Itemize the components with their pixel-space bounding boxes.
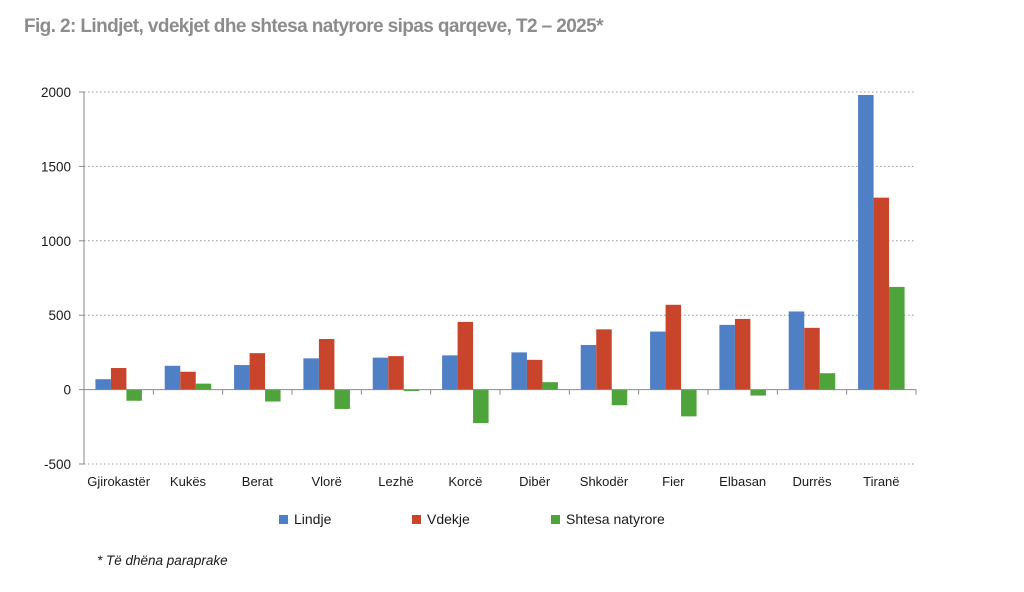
series-vdekje xyxy=(110,197,890,390)
y-tick-label: 1000 xyxy=(41,234,71,249)
category-label: Elbasan xyxy=(719,474,766,489)
axes xyxy=(79,91,917,465)
bars xyxy=(95,94,905,424)
bar xyxy=(303,358,319,390)
bar xyxy=(403,389,420,392)
bar xyxy=(126,389,142,401)
figure-title: Fig. 2: Lindjet, vdekjet dhe shtesa naty… xyxy=(24,16,604,37)
bar xyxy=(734,318,751,390)
bar xyxy=(788,311,805,390)
bar xyxy=(110,368,127,390)
bar xyxy=(164,365,181,390)
bar xyxy=(442,355,458,390)
legend: Lindje Vdekje Shtesa natyrore xyxy=(279,511,665,527)
category-label: Berat xyxy=(242,474,273,489)
legend-label: Vdekje xyxy=(427,511,470,527)
bar xyxy=(249,353,266,390)
y-tick-label: 500 xyxy=(48,308,71,323)
legend-swatch xyxy=(279,515,288,524)
series-shtesa-natyrore xyxy=(126,286,905,424)
bar xyxy=(681,389,697,417)
category-label: Gjirokastër xyxy=(87,474,151,489)
bar xyxy=(804,327,820,390)
category-label: Kukës xyxy=(170,474,207,489)
series-lindje xyxy=(95,94,874,390)
bar xyxy=(526,359,543,390)
bar xyxy=(265,389,281,402)
category-label: Fier xyxy=(662,474,685,489)
bar xyxy=(750,389,766,396)
bar xyxy=(858,94,874,390)
category-label: Lezhë xyxy=(378,474,413,489)
legend-item: Shtesa natyrore xyxy=(551,511,665,527)
bar xyxy=(889,286,905,390)
legend-item: Vdekje xyxy=(412,511,470,527)
bar xyxy=(334,389,350,409)
legend-label: Shtesa natyrore xyxy=(566,511,665,527)
bar xyxy=(819,373,836,390)
bar xyxy=(457,321,474,390)
legend-swatch xyxy=(412,515,421,524)
bar xyxy=(611,389,628,406)
y-tick-label: 2000 xyxy=(41,85,71,100)
bar xyxy=(511,352,527,390)
bar xyxy=(318,339,335,390)
bar xyxy=(665,304,682,390)
bar xyxy=(180,371,196,390)
category-label: Dibër xyxy=(519,474,551,489)
y-tick-label: 0 xyxy=(63,383,71,398)
legend-swatch xyxy=(551,515,560,524)
footnote: * Të dhëna paraprake xyxy=(97,553,228,568)
gridlines xyxy=(84,91,916,465)
bar xyxy=(873,197,890,390)
category-labels: Gjirokastër Kukës Berat Vlorë Lezhë Korcë Dibë… xyxy=(87,474,899,489)
category-label: Tiranë xyxy=(863,474,899,489)
legend-item: Lindje xyxy=(279,511,332,527)
y-axis-tick-labels: -500 0 500 1000 1500 2000 xyxy=(41,85,71,472)
bar xyxy=(473,389,489,424)
bar xyxy=(580,344,597,390)
category-label: Vlorë xyxy=(311,474,341,489)
bar xyxy=(719,324,735,390)
bar xyxy=(542,382,558,390)
category-label: Durrës xyxy=(792,474,832,489)
bar xyxy=(372,357,389,390)
bar xyxy=(650,331,666,390)
bar xyxy=(234,365,250,390)
category-label: Shkodër xyxy=(580,474,629,489)
legend-label: Lindje xyxy=(294,511,332,527)
category-label: Korcë xyxy=(448,474,482,489)
bar xyxy=(596,329,612,390)
bar xyxy=(95,379,111,390)
y-tick-label: 1500 xyxy=(41,159,71,174)
bar xyxy=(388,356,404,390)
bar xyxy=(195,383,212,390)
y-tick-label: -500 xyxy=(44,457,71,472)
